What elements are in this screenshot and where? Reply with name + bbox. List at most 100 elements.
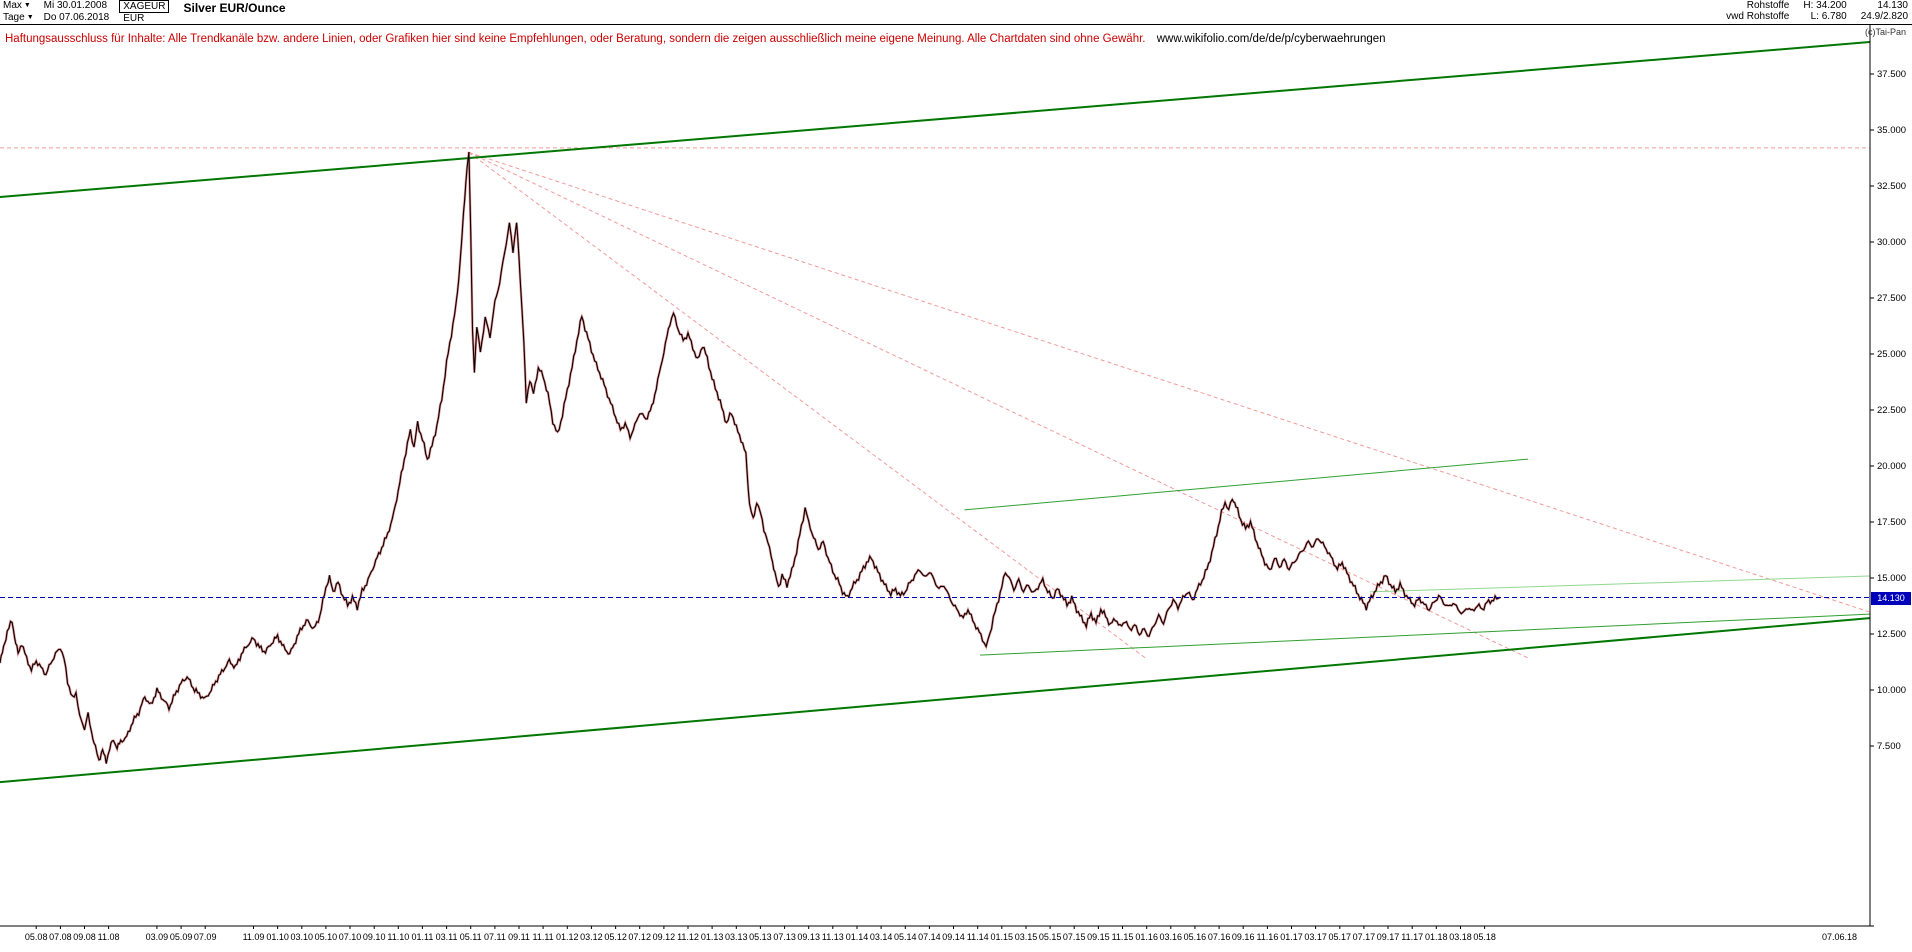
x-axis-label: 09.14 (942, 932, 965, 942)
y-axis-label: 10.000 (1877, 685, 1906, 696)
price-series (0, 151, 1501, 764)
x-axis-label: 11.15 (1112, 932, 1134, 942)
x-axis-label: 07.13 (773, 932, 796, 942)
range-selector-label: Max (3, 0, 22, 11)
change-value: 24.9/2.820 (1860, 11, 1908, 22)
date-to: Do 07.06.2018 (43, 12, 110, 23)
x-axis-label: 03.18 (1449, 932, 1472, 942)
high-low-column: H: 34.200 L: 6.780 (1803, 0, 1846, 22)
trendline (0, 617, 1870, 784)
y-axis-label: 35.000 (1877, 125, 1906, 136)
fan-line (468, 151, 1146, 659)
period-selector-label: Tage (3, 12, 25, 23)
source-label: vwd Rohstoffe (1726, 11, 1790, 22)
x-axis-label: 07.12 (628, 932, 651, 942)
x-axis-label: 03.15 (1015, 932, 1038, 942)
x-axis-end-label: 07.06.18 (1822, 932, 1857, 942)
page-title: Silver EUR/Ounce (183, 1, 286, 15)
trendline (980, 613, 1870, 656)
date-column: Mi 30.01.2008 Do 07.06.2018 (44, 0, 110, 25)
x-axis-label: 09.13 (797, 932, 820, 942)
low-value: L: 6.780 (1810, 11, 1847, 22)
x-axis-label: 09.11 (508, 932, 530, 942)
x-axis-label: 01.14 (846, 932, 869, 942)
y-axis-label: 27.500 (1877, 293, 1906, 304)
y-axis-label: 12.500 (1877, 629, 1906, 640)
x-axis-label: 09.16 (1232, 932, 1255, 942)
symbol-column: XAGEUR EUR (119, 0, 170, 25)
chevron-down-icon: ▼ (26, 14, 34, 21)
trendline (964, 458, 1529, 511)
x-axis-label: 11.17 (1401, 932, 1423, 942)
x-axis-label: 05.11 (460, 932, 482, 942)
x-axis-label: 07.08 (49, 932, 72, 942)
wikifolio-url: www.wikifolio.com/de/de/p/cyberwaehrunge… (1156, 33, 1386, 45)
x-axis-label: 01.18 (1425, 932, 1448, 942)
fan-line (468, 151, 1529, 659)
y-axis-label: 7.500 (1877, 741, 1901, 752)
x-axis-label: 05.15 (1039, 932, 1062, 942)
x-axis-label: 09.17 (1377, 932, 1400, 942)
x-axis-label: 03.14 (870, 932, 893, 942)
y-axis-label: 15.000 (1877, 573, 1906, 584)
x-axis-label: 05.10 (315, 932, 338, 942)
x-axis-label: 11.13 (822, 932, 844, 942)
y-axis-label: 25.000 (1877, 349, 1906, 360)
high-value: H: 34.200 (1803, 0, 1847, 11)
x-axis-label: 05.13 (749, 932, 772, 942)
x-axis-label: 01.16 (1135, 932, 1158, 942)
x-axis-label: 07.10 (339, 932, 362, 942)
y-axis-label: 17.500 (1877, 517, 1906, 528)
category-column: Rohstoffe vwd Rohstoffe (1726, 0, 1789, 22)
x-axis-label: 05.08 (25, 932, 48, 942)
x-axis-label: 11.16 (1256, 932, 1278, 942)
x-axis-label: 03.11 (436, 932, 458, 942)
currency-label: EUR (123, 13, 145, 24)
x-axis-label: 01.15 (991, 932, 1014, 942)
x-axis-label: 01.10 (266, 932, 289, 942)
y-axis-label: 22.500 (1877, 405, 1906, 416)
x-axis-label: 05.12 (604, 932, 627, 942)
x-axis-label: 01.11 (411, 932, 433, 942)
x-axis-label: 07.09 (194, 932, 217, 942)
trendline (1369, 575, 1870, 593)
header-left: Max ▼ Tage ▼ Mi 30.01.2008 Do 07.06.2018 X… (3, 0, 286, 25)
last-price-column: 14.130 24.9/2.820 (1861, 0, 1908, 22)
x-axis-label: 11.08 (98, 932, 120, 942)
x-axis-label: 09.12 (653, 932, 676, 942)
x-axis-label: 11.10 (387, 932, 409, 942)
trendline (0, 41, 1870, 198)
y-axis-label: 30.000 (1877, 237, 1906, 248)
x-axis-label: 07.15 (1063, 932, 1086, 942)
x-axis-label: 03.10 (291, 932, 314, 942)
x-axis-label: 11.14 (967, 932, 989, 942)
last-price: 14.130 (1877, 0, 1908, 11)
x-axis-label: 07.11 (484, 932, 506, 942)
x-axis-label: 01.12 (556, 932, 579, 942)
x-axis-label: 09.15 (1087, 932, 1110, 942)
x-axis-label: 01.17 (1280, 932, 1303, 942)
disclaimer: Haftungsausschluss für Inhalte: Alle Tre… (5, 33, 1386, 45)
x-axis-label: 11.09 (243, 932, 265, 942)
period-selector[interactable]: Tage ▼ (3, 12, 34, 24)
x-axis-label: 03.17 (1304, 932, 1327, 942)
selector-column: Max ▼ Tage ▼ (3, 0, 34, 25)
tai-pan-watermark: (c)Tai-Pan (1864, 27, 1906, 37)
y-axis-label: 37.500 (1877, 69, 1906, 80)
symbol-field[interactable]: XAGEUR (119, 0, 170, 13)
x-axis-label: 07.16 (1208, 932, 1231, 942)
x-axis-label: 05.17 (1329, 932, 1352, 942)
date-from: Mi 30.01.2008 (43, 0, 108, 11)
range-selector[interactable]: Max ▼ (3, 0, 34, 12)
x-axis-label: 01.13 (701, 932, 724, 942)
y-axis-label: 32.500 (1877, 181, 1906, 192)
chevron-down-icon: ▼ (23, 2, 31, 9)
x-axis-label: 05.09 (170, 932, 193, 942)
header-right: Rohstoffe vwd Rohstoffe H: 34.200 L: 6.7… (1726, 0, 1908, 22)
x-axis-label: 03.12 (580, 932, 603, 942)
disclaimer-text: Haftungsausschluss für Inhalte: Alle Tre… (5, 33, 1146, 45)
y-axis-label: 20.000 (1877, 461, 1906, 472)
x-axis-label: 05.18 (1473, 932, 1496, 942)
